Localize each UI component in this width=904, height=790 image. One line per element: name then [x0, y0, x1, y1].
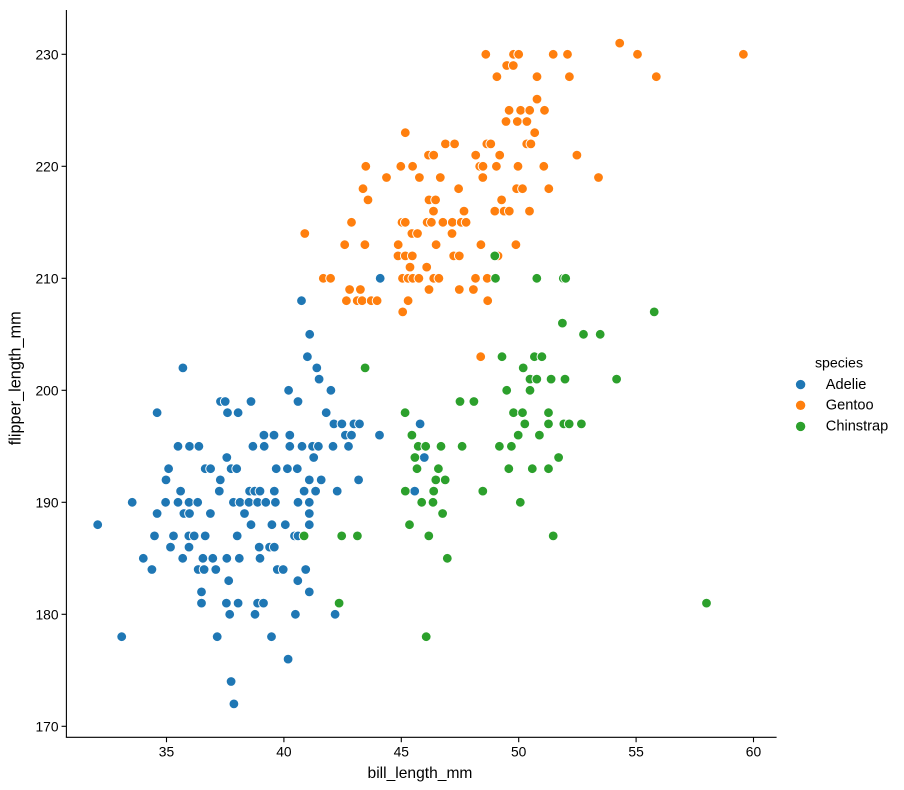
svg-text:230: 230 — [35, 47, 58, 63]
svg-text:50: 50 — [511, 744, 527, 760]
svg-text:170: 170 — [35, 719, 58, 735]
svg-text:220: 220 — [35, 159, 58, 175]
svg-text:flipper_length_mm: flipper_length_mm — [6, 311, 24, 445]
svg-text:200: 200 — [35, 383, 58, 399]
svg-text:species: species — [815, 355, 863, 371]
svg-text:Adelie: Adelie — [826, 377, 867, 393]
svg-text:180: 180 — [35, 607, 58, 623]
svg-text:190: 190 — [35, 495, 58, 511]
svg-text:210: 210 — [35, 271, 58, 287]
svg-text:40: 40 — [276, 744, 292, 760]
svg-text:45: 45 — [394, 744, 410, 760]
svg-text:bill_length_mm: bill_length_mm — [368, 765, 473, 782]
svg-text:Chinstrap: Chinstrap — [826, 419, 888, 435]
svg-text:55: 55 — [628, 744, 644, 760]
svg-text:60: 60 — [746, 744, 762, 760]
svg-text:Gentoo: Gentoo — [826, 398, 874, 414]
svg-text:35: 35 — [159, 744, 175, 760]
